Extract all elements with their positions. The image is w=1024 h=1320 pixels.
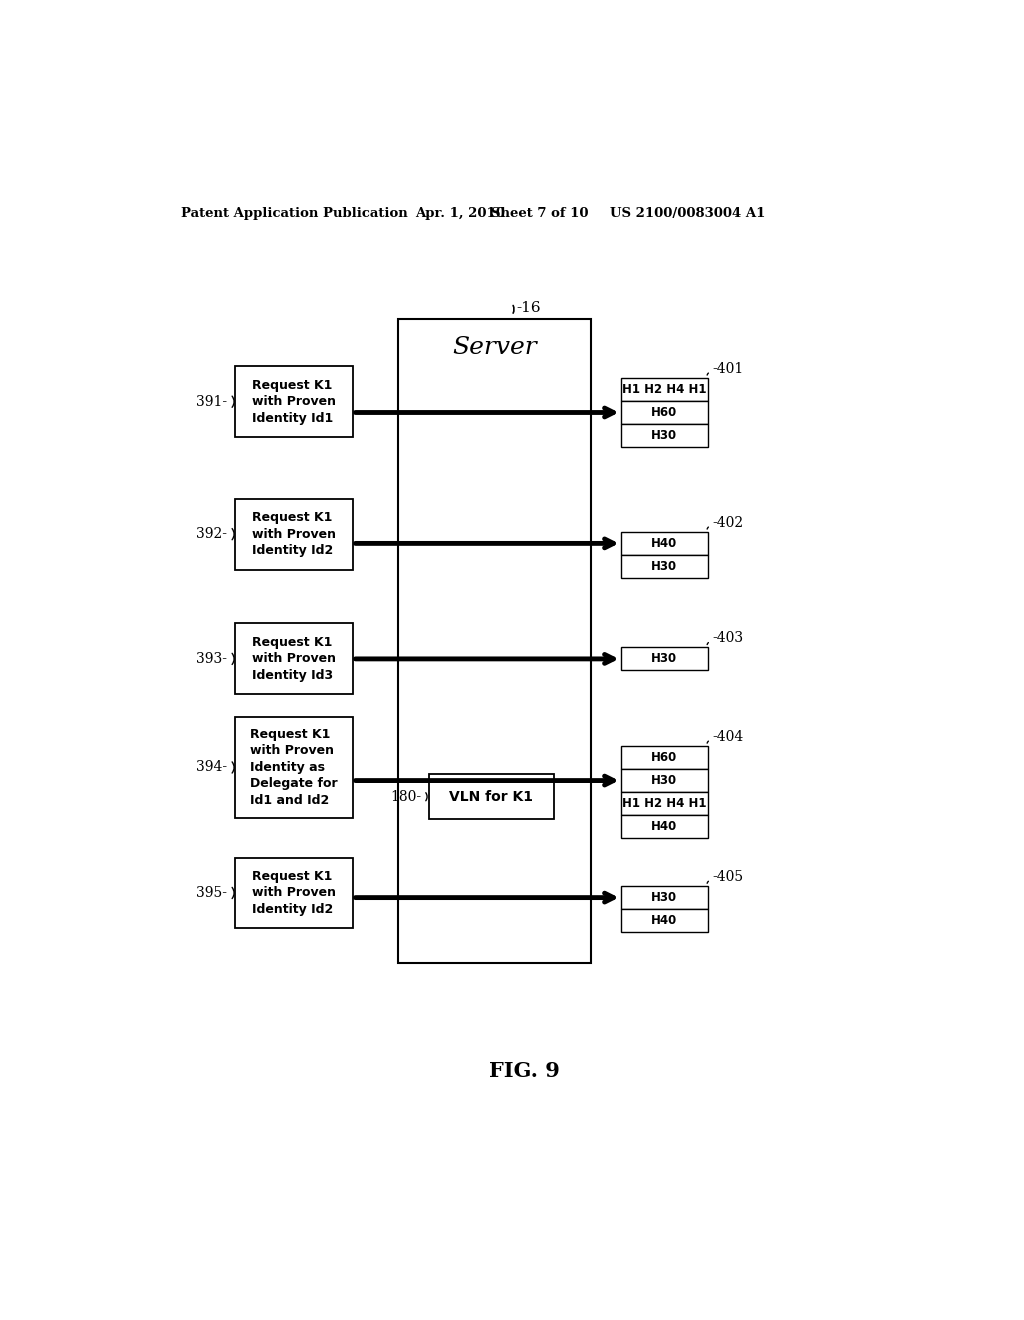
Text: 180-: 180- [390, 789, 421, 804]
Bar [429, 775, 554, 818]
Text: Server: Server [453, 337, 537, 359]
Bar [621, 816, 708, 838]
Text: H30: H30 [651, 652, 677, 665]
Text: H60: H60 [651, 751, 678, 764]
Text: Apr. 1, 2010: Apr. 1, 2010 [415, 207, 505, 220]
Text: 392-: 392- [197, 527, 227, 541]
Bar [621, 424, 708, 447]
Text: Request K1
with Proven
Identity Id2: Request K1 with Proven Identity Id2 [252, 511, 336, 557]
Bar [621, 532, 708, 554]
Bar [234, 718, 352, 817]
Text: H30: H30 [651, 774, 677, 787]
Text: H40: H40 [651, 820, 678, 833]
Bar [397, 318, 592, 964]
Bar [234, 499, 352, 570]
Text: -404: -404 [713, 730, 743, 743]
Text: -405: -405 [713, 870, 743, 884]
Text: FIG. 9: FIG. 9 [489, 1061, 560, 1081]
Text: VLN for K1: VLN for K1 [450, 789, 534, 804]
Text: Request K1
with Proven
Identity Id3: Request K1 with Proven Identity Id3 [252, 636, 336, 682]
Bar [621, 647, 708, 671]
Bar [234, 367, 352, 437]
Text: H1 H2 H4 H1: H1 H2 H4 H1 [622, 797, 707, 810]
Text: Request K1
with Proven
Identity as
Delegate for
Id1 and Id2: Request K1 with Proven Identity as Deleg… [250, 727, 338, 807]
Text: H30: H30 [651, 429, 677, 442]
Text: Patent Application Publication: Patent Application Publication [180, 207, 408, 220]
Text: Request K1
with Proven
Identity Id2: Request K1 with Proven Identity Id2 [252, 870, 336, 916]
Text: US 2100/0083004 A1: US 2100/0083004 A1 [610, 207, 765, 220]
Bar [621, 792, 708, 816]
Text: 394-: 394- [196, 760, 227, 775]
Bar [621, 378, 708, 401]
Bar [621, 886, 708, 909]
Text: 391-: 391- [196, 395, 227, 409]
Bar [621, 746, 708, 770]
Text: H30: H30 [651, 560, 677, 573]
Bar [621, 401, 708, 424]
Text: -401: -401 [713, 362, 743, 376]
Text: H30: H30 [651, 891, 677, 904]
Text: Sheet 7 of 10: Sheet 7 of 10 [490, 207, 588, 220]
Text: 393-: 393- [197, 652, 227, 665]
Bar [621, 909, 708, 932]
Text: 395-: 395- [197, 886, 227, 900]
Text: -403: -403 [713, 631, 743, 645]
Bar [234, 623, 352, 694]
Text: H1 H2 H4 H1: H1 H2 H4 H1 [622, 383, 707, 396]
Text: H40: H40 [651, 915, 678, 927]
Bar [234, 858, 352, 928]
Text: Request K1
with Proven
Identity Id1: Request K1 with Proven Identity Id1 [252, 379, 336, 425]
Text: -402: -402 [713, 516, 743, 529]
Text: H60: H60 [651, 407, 678, 418]
Text: -16: -16 [516, 301, 541, 314]
Bar [621, 770, 708, 792]
Bar [621, 554, 708, 578]
Text: H40: H40 [651, 537, 678, 550]
